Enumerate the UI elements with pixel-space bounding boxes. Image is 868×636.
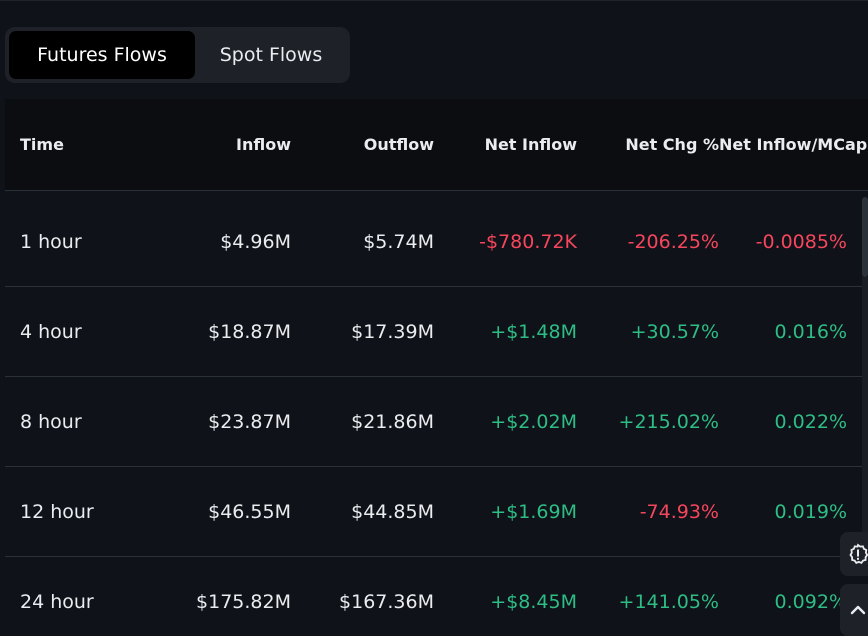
row-net-chg: +30.57% [630, 320, 719, 343]
top-divider [0, 0, 868, 1]
row-outflow: $17.39M [351, 320, 434, 343]
header-inflow[interactable]: Inflow [236, 135, 291, 154]
row-net-inflow: -$780.72K [479, 230, 577, 253]
tab-spot-flows[interactable]: Spot Flows [219, 44, 323, 66]
row-net-inflow: +$1.48M [490, 320, 577, 343]
row-net-chg: -74.93% [639, 500, 719, 523]
header-outflow[interactable]: Outflow [363, 135, 434, 154]
row-outflow: $21.86M [351, 410, 434, 433]
row-net-inflow: +$1.69M [490, 500, 577, 523]
scrollbar-track[interactable] [862, 277, 868, 557]
row-net-inflow-mcap: 0.022% [774, 410, 847, 433]
table-row: 4 hour $18.87M $17.39M +$1.48M +30.57% 0… [5, 287, 868, 377]
header-net-inflow-mcap[interactable]: Net Inflow/MCap [719, 135, 868, 154]
row-net-inflow-mcap: -0.0085% [755, 230, 847, 253]
table-row: 8 hour $23.87M $21.86M +$2.02M +215.02% … [5, 377, 868, 467]
header-net-chg[interactable]: Net Chg % [625, 135, 719, 154]
row-inflow: $46.55M [208, 500, 291, 523]
row-net-chg: +141.05% [618, 591, 719, 613]
row-time: 1 hour [20, 230, 82, 253]
table-row: 12 hour $46.55M $44.85M +$1.69M -74.93% … [5, 467, 868, 557]
row-outflow: $44.85M [351, 500, 434, 523]
row-inflow: $175.82M [196, 591, 291, 613]
row-outflow: $167.36M [339, 591, 434, 613]
row-outflow: $5.74M [363, 230, 434, 253]
scrollbar-thumb[interactable] [862, 197, 868, 277]
row-time: 8 hour [20, 410, 82, 433]
tab-futures-flows[interactable]: Futures Flows [9, 31, 195, 79]
row-inflow: $18.87M [208, 320, 291, 343]
row-net-inflow: +$2.02M [490, 410, 577, 433]
row-net-inflow-mcap: 0.019% [774, 500, 847, 523]
row-net-chg: +215.02% [618, 410, 719, 433]
row-inflow: $23.87M [208, 410, 291, 433]
table-header: Time Inflow Outflow Net Inflow Net Chg %… [5, 99, 868, 191]
table-row: 1 hour $4.96M $5.74M -$780.72K -206.25% … [5, 197, 868, 287]
row-time: 24 hour [20, 591, 94, 613]
header-time[interactable]: Time [20, 135, 64, 154]
feedback-button[interactable] [840, 532, 868, 576]
row-time: 12 hour [20, 500, 94, 523]
chevron-up-icon [850, 605, 866, 615]
scroll-top-button[interactable] [840, 584, 868, 636]
table-row: 24 hour $175.82M $167.36M +$8.45M +141.0… [5, 557, 868, 636]
header-net-inflow[interactable]: Net Inflow [484, 135, 577, 154]
row-net-inflow-mcap: 0.016% [774, 320, 847, 343]
row-inflow: $4.96M [220, 230, 291, 253]
flow-type-toggle: Futures Flows Spot Flows [5, 27, 350, 83]
row-net-inflow: +$8.45M [490, 591, 577, 613]
row-net-chg: -206.25% [627, 230, 719, 253]
feedback-alert-icon [849, 543, 868, 564]
row-net-inflow-mcap: 0.092% [774, 591, 847, 613]
row-time: 4 hour [20, 320, 82, 343]
